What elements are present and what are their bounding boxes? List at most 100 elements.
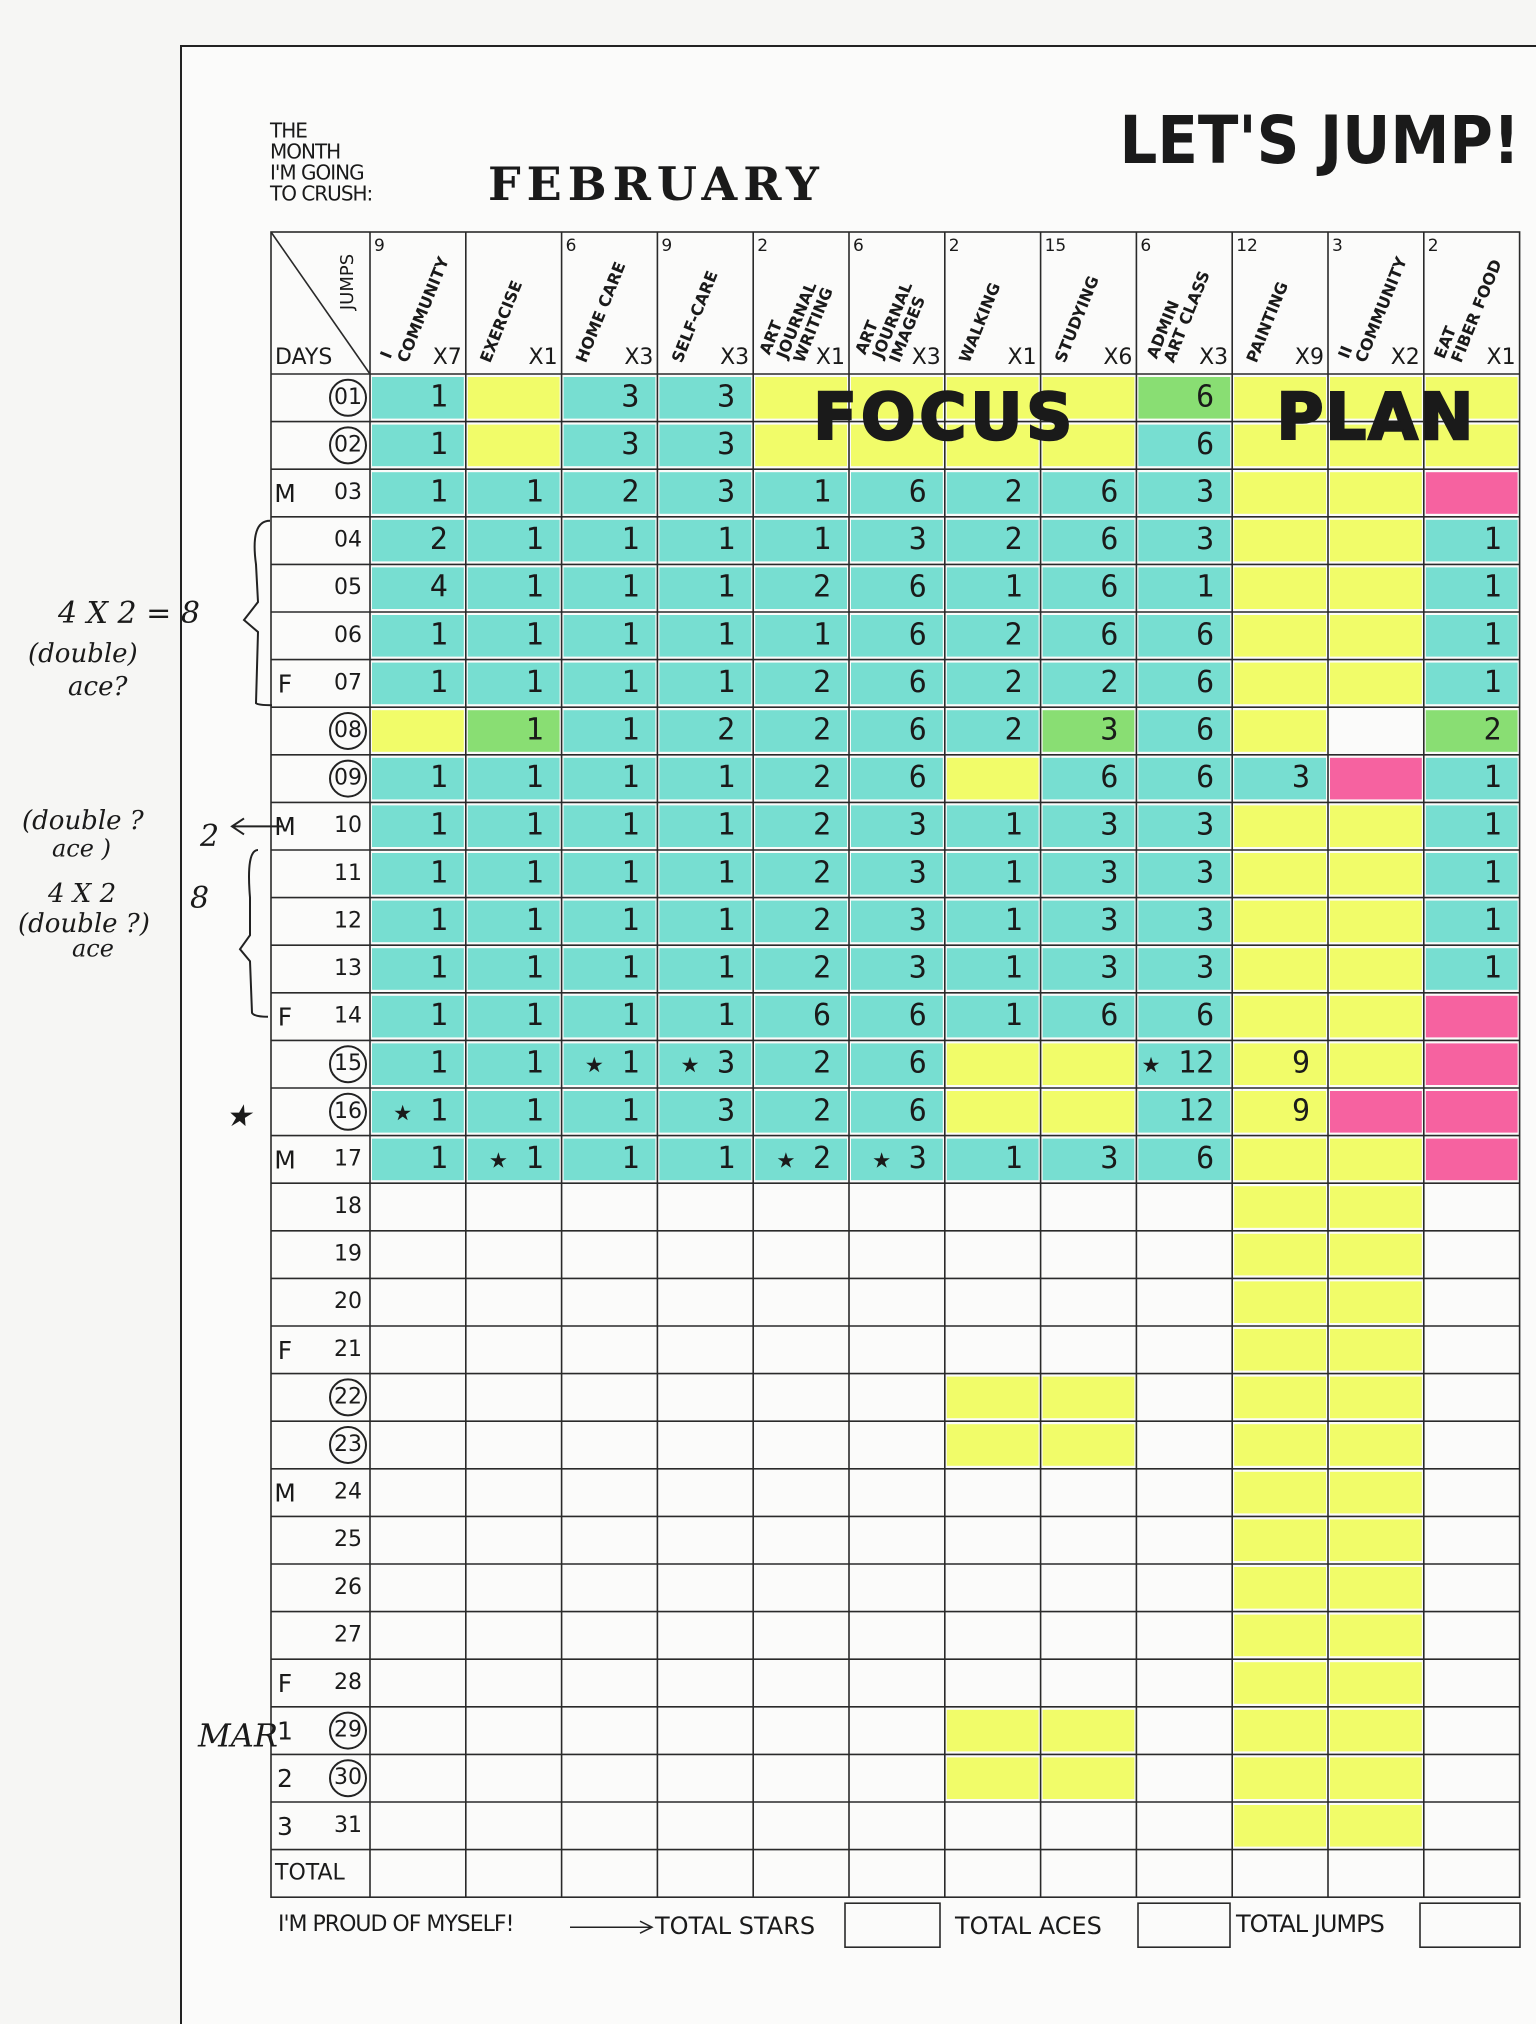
column-jumps: 12 <box>1236 236 1258 256</box>
highlight <box>755 424 847 467</box>
highlight <box>659 757 752 800</box>
highlight <box>851 1138 943 1181</box>
day-circle <box>329 1092 367 1131</box>
highlight <box>1234 1567 1326 1609</box>
highlight <box>946 567 1039 609</box>
cell-value: 1 <box>1005 570 1023 605</box>
cell-value: 3 <box>621 379 639 414</box>
highlight <box>563 472 656 514</box>
highlight <box>1234 1805 1326 1847</box>
highlight <box>1138 662 1231 705</box>
highlight <box>1042 1424 1135 1466</box>
highlight <box>563 1138 656 1181</box>
jumps-label: JUMPS <box>337 254 358 311</box>
cell-value: 3 <box>909 903 927 938</box>
cell-value: 6 <box>1196 998 1214 1033</box>
day-marker: F <box>278 1003 292 1032</box>
day-number: 15 <box>334 1051 362 1076</box>
cell-value: 2 <box>1005 475 1023 510</box>
highlight <box>851 1043 943 1085</box>
highlight <box>1042 805 1135 847</box>
cell-value: 1 <box>430 617 448 652</box>
day-number: 24 <box>334 1480 362 1505</box>
highlight <box>563 615 656 657</box>
highlight <box>467 853 560 895</box>
highlight <box>1425 1138 1518 1181</box>
cell-value: ★ 1 <box>585 1046 639 1081</box>
column-multiplier: X1 <box>816 345 845 370</box>
highlight <box>1138 1091 1231 1133</box>
highlight <box>1234 853 1326 895</box>
highlight <box>1330 1233 1422 1276</box>
highlight <box>1042 424 1135 467</box>
highlight <box>467 1043 560 1085</box>
footer-box <box>844 1902 941 1948</box>
highlight <box>1425 1091 1518 1133</box>
highlight <box>1425 757 1518 800</box>
cell-value: 2 <box>1100 665 1118 700</box>
highlight <box>1234 424 1326 467</box>
highlight <box>1330 1043 1422 1085</box>
month: FEBRUARY <box>488 157 825 211</box>
highlight <box>659 1091 752 1133</box>
highlight <box>659 567 752 609</box>
day-number: 25 <box>334 1527 362 1552</box>
highlight <box>1330 1186 1422 1228</box>
cell-value: 2 <box>813 808 831 843</box>
day-circle <box>329 712 367 750</box>
highlight <box>1330 1805 1422 1847</box>
highlight <box>1330 1091 1422 1133</box>
cell-value: 3 <box>717 379 735 414</box>
highlight <box>755 757 847 800</box>
cell-value: 6 <box>1100 998 1118 1033</box>
cell-value: 6 <box>909 1093 927 1128</box>
highlight <box>755 900 847 943</box>
highlight <box>851 519 943 562</box>
day-circle <box>329 759 367 798</box>
highlight <box>372 424 464 467</box>
day-number: 21 <box>334 1337 362 1362</box>
highlight <box>1425 853 1518 895</box>
highlight <box>372 662 464 705</box>
highlight <box>1138 615 1231 657</box>
cell-value: 3 <box>1196 808 1214 843</box>
highlight <box>755 853 847 895</box>
highlight <box>1425 377 1518 419</box>
highlight <box>1234 377 1326 419</box>
highlight <box>1330 1471 1422 1514</box>
day-number: 26 <box>334 1575 362 1600</box>
cell-value: 1 <box>430 951 448 986</box>
cell-value: 3 <box>717 475 735 510</box>
highlight <box>372 377 464 419</box>
highlight <box>659 519 752 562</box>
highlight <box>1330 567 1422 609</box>
highlight <box>563 757 656 800</box>
cell-value: ★ 1 <box>394 1093 448 1128</box>
highlight <box>372 805 464 847</box>
focus-word: FOCUS <box>813 381 1076 455</box>
highlight <box>1042 472 1135 514</box>
highlight <box>659 662 752 705</box>
cell-value: 1 <box>430 475 448 510</box>
cell-value: 6 <box>909 570 927 605</box>
highlight <box>372 519 464 562</box>
highlight <box>1234 1757 1326 1799</box>
column-multiplier: X6 <box>1103 345 1132 370</box>
cell-value: 2 <box>430 522 448 557</box>
highlight <box>372 567 464 609</box>
highlight <box>1138 424 1231 467</box>
cell-value: 1 <box>717 998 735 1033</box>
highlight <box>1138 948 1231 990</box>
highlight <box>467 900 560 943</box>
cell-value: 3 <box>1100 903 1118 938</box>
footer-box <box>1419 1902 1521 1948</box>
highlight <box>851 567 943 609</box>
cell-value: 1 <box>1005 1141 1023 1176</box>
highlight <box>1042 662 1135 705</box>
highlight <box>1330 757 1422 800</box>
margin-note: ★ <box>225 1099 254 1134</box>
cell-value: 2 <box>1005 617 1023 652</box>
cell-value: ★ 12 <box>1142 1046 1214 1081</box>
highlight <box>1425 662 1518 705</box>
highlight <box>755 1138 847 1181</box>
